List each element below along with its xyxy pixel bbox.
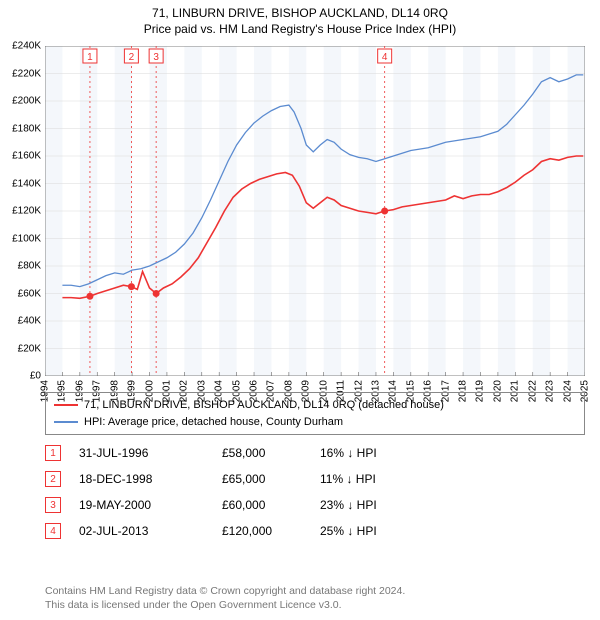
y-tick-label: £60K: [18, 288, 41, 299]
sale-marker-box: 2: [45, 471, 61, 487]
sale-vs-hpi: 25% ↓ HPI: [320, 524, 430, 538]
chart-area: 1234£0£20K£40K£60K£80K£100K£120K£140K£16…: [45, 46, 585, 376]
svg-text:3: 3: [153, 52, 159, 63]
y-tick-label: £180K: [12, 123, 41, 134]
legend-item-property: 71, LINBURN DRIVE, BISHOP AUCKLAND, DL14…: [54, 397, 576, 414]
sale-vs-hpi: 16% ↓ HPI: [320, 446, 430, 460]
sales-row: 4 02-JUL-2013 £120,000 25% ↓ HPI: [45, 518, 430, 544]
legend: 71, LINBURN DRIVE, BISHOP AUCKLAND, DL14…: [45, 392, 585, 435]
sale-marker-box: 1: [45, 445, 61, 461]
legend-swatch-hpi: [54, 421, 78, 423]
sale-date: 18-DEC-1998: [79, 472, 204, 486]
legend-label-hpi: HPI: Average price, detached house, Coun…: [84, 414, 343, 431]
y-tick-label: £20K: [18, 343, 41, 354]
y-tick-label: £200K: [12, 96, 41, 107]
footnote: Contains HM Land Registry data © Crown c…: [45, 584, 405, 612]
sale-date: 31-JUL-1996: [79, 446, 204, 460]
sale-marker-box: 4: [45, 523, 61, 539]
sale-date: 02-JUL-2013: [79, 524, 204, 538]
sale-vs-hpi: 23% ↓ HPI: [320, 498, 430, 512]
svg-text:2: 2: [129, 52, 135, 63]
sales-row: 1 31-JUL-1996 £58,000 16% ↓ HPI: [45, 440, 430, 466]
sales-row: 3 19-MAY-2000 £60,000 23% ↓ HPI: [45, 492, 430, 518]
sale-marker-box: 3: [45, 497, 61, 513]
sale-price: £65,000: [222, 472, 302, 486]
y-tick-label: £140K: [12, 178, 41, 189]
footnote-line1: Contains HM Land Registry data © Crown c…: [45, 584, 405, 598]
sales-table: 1 31-JUL-1996 £58,000 16% ↓ HPI 2 18-DEC-1998…: [45, 440, 430, 544]
y-tick-label: £100K: [12, 233, 41, 244]
legend-swatch-property: [54, 404, 78, 406]
chart-subtitle: Price paid vs. HM Land Registry's House …: [0, 22, 600, 36]
y-tick-label: £160K: [12, 151, 41, 162]
legend-label-property: 71, LINBURN DRIVE, BISHOP AUCKLAND, DL14…: [84, 397, 444, 414]
y-tick-label: £240K: [12, 41, 41, 52]
sale-price: £120,000: [222, 524, 302, 538]
svg-text:4: 4: [382, 52, 388, 63]
y-tick-label: £80K: [18, 261, 41, 272]
sale-vs-hpi: 11% ↓ HPI: [320, 472, 430, 486]
sale-price: £58,000: [222, 446, 302, 460]
chart-title-block: 71, LINBURN DRIVE, BISHOP AUCKLAND, DL14…: [0, 0, 600, 36]
sale-price: £60,000: [222, 498, 302, 512]
sale-date: 19-MAY-2000: [79, 498, 204, 512]
svg-text:1: 1: [87, 52, 93, 63]
page-root: 71, LINBURN DRIVE, BISHOP AUCKLAND, DL14…: [0, 0, 600, 620]
legend-item-hpi: HPI: Average price, detached house, Coun…: [54, 414, 576, 431]
y-tick-label: £40K: [18, 316, 41, 327]
footnote-line2: This data is licensed under the Open Gov…: [45, 598, 405, 612]
chart-title: 71, LINBURN DRIVE, BISHOP AUCKLAND, DL14…: [0, 6, 600, 20]
y-tick-label: £220K: [12, 68, 41, 79]
sales-row: 2 18-DEC-1998 £65,000 11% ↓ HPI: [45, 466, 430, 492]
y-tick-label: £120K: [12, 206, 41, 217]
